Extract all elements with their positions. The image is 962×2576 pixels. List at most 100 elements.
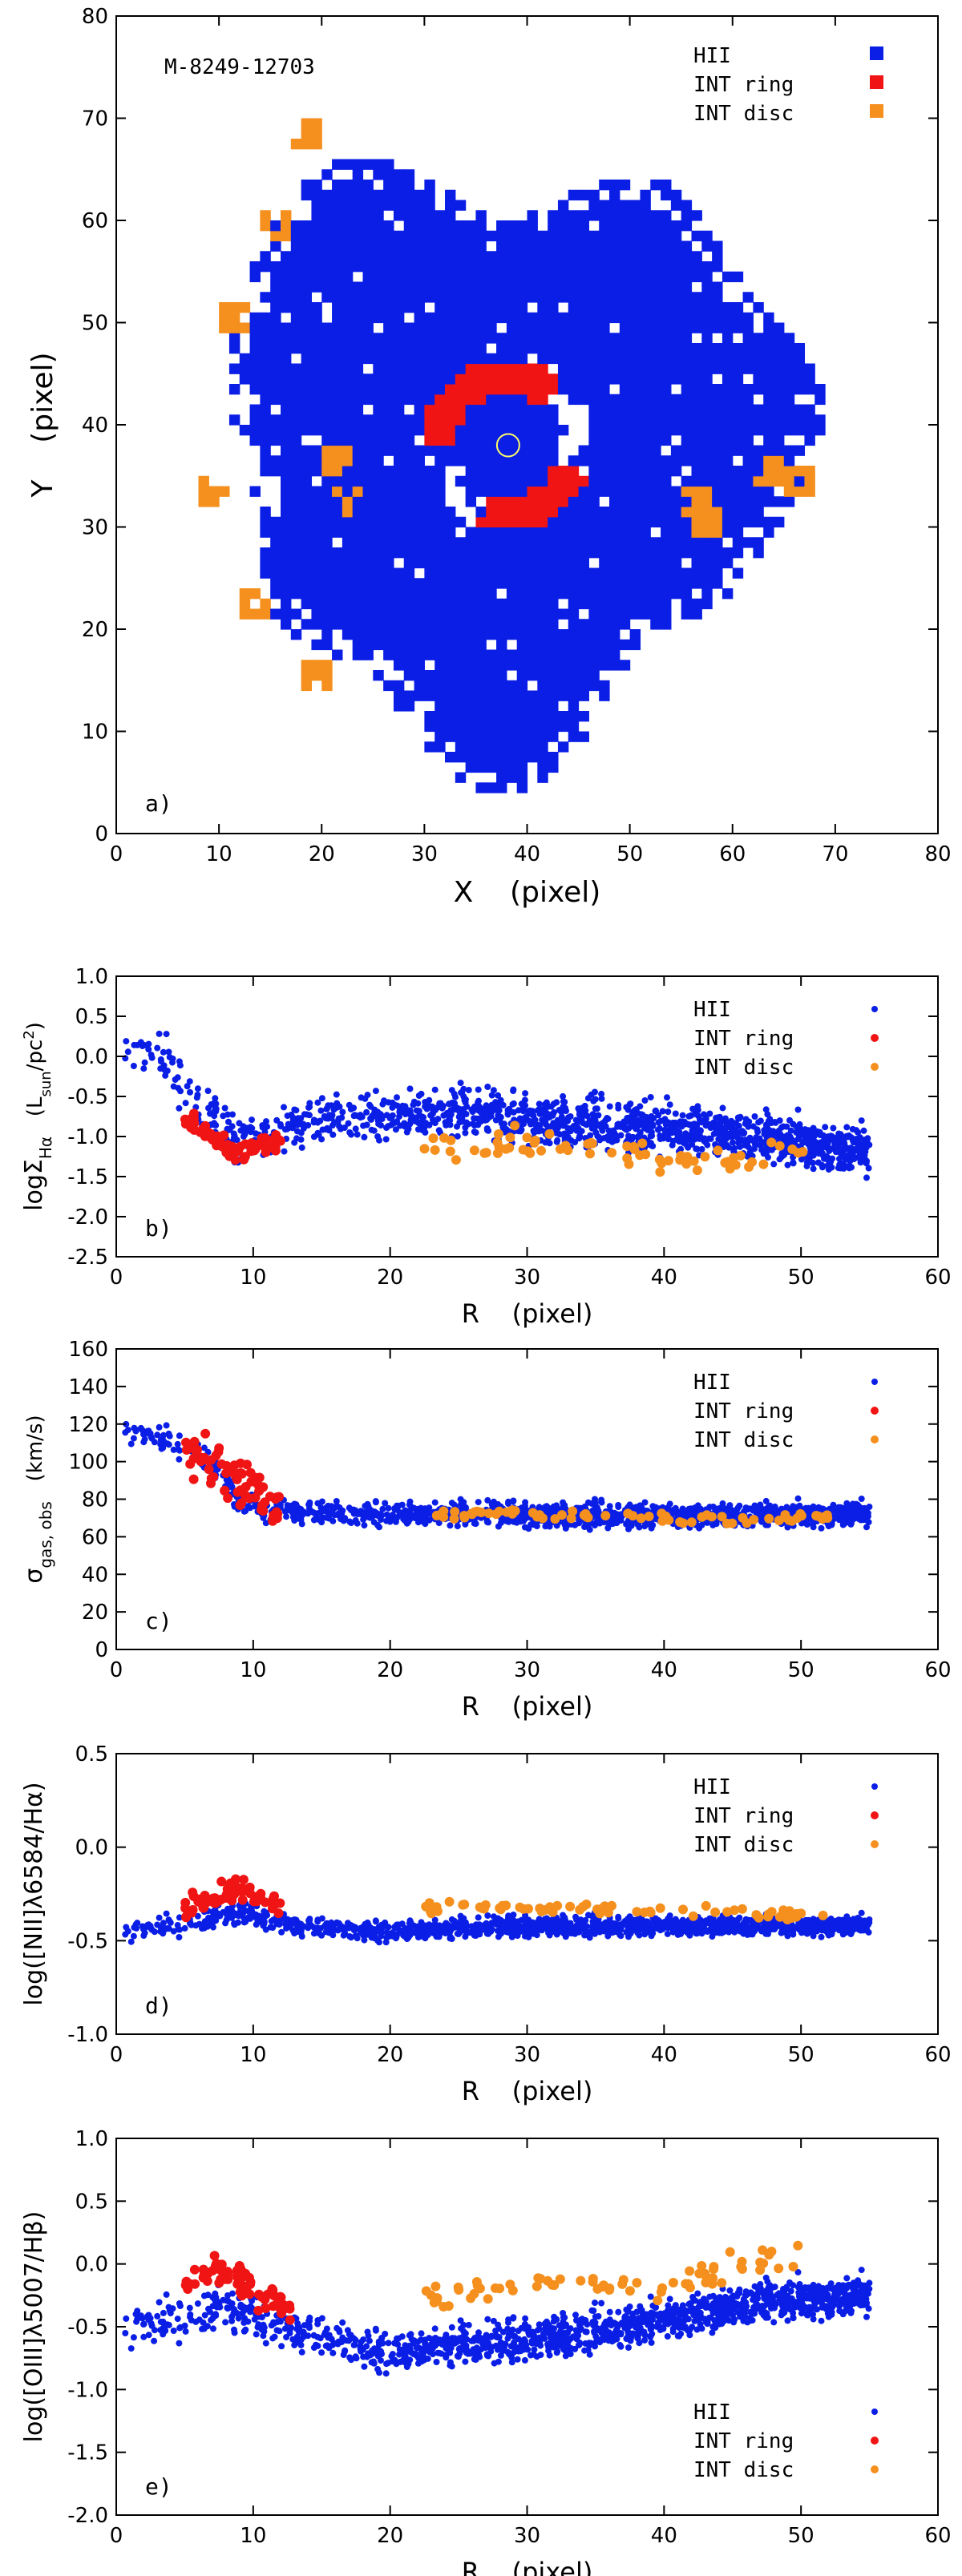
map-cell-hii <box>516 343 528 354</box>
map-cell-hii <box>599 292 610 303</box>
map-cell-hii <box>701 384 713 395</box>
point-hii <box>317 1107 325 1114</box>
map-cell-hii <box>383 578 394 589</box>
map-cell-hii <box>774 343 785 354</box>
map-cell-hii <box>650 578 661 589</box>
map-cell-hii <box>281 588 292 600</box>
map-cell-hii <box>260 333 271 344</box>
point-hii <box>156 1030 163 1037</box>
point-hii <box>730 1148 738 1155</box>
map-cell-hii <box>362 578 374 589</box>
map-cell-hii <box>445 261 456 273</box>
map-cell-hii <box>763 343 774 354</box>
map-cell-hii <box>332 649 343 660</box>
map-cell-hii <box>516 701 528 712</box>
map-cell-ring <box>475 363 487 374</box>
map-cell-hii <box>609 649 620 660</box>
map-cell-hii <box>403 434 415 446</box>
panel-label: b) <box>145 1215 172 1242</box>
map-cell-hii <box>290 425 302 436</box>
point-hii <box>305 1112 313 1119</box>
map-cell-hii <box>732 475 744 487</box>
map-cell-hii <box>362 343 374 354</box>
point-hii <box>249 1116 255 1124</box>
map-cell-hii <box>681 302 693 313</box>
map-cell-hii <box>670 373 682 385</box>
map-cell-hii <box>352 475 364 487</box>
point-hii <box>774 1129 781 1136</box>
map-cell-hii <box>732 384 744 395</box>
map-cell-hii <box>578 649 589 660</box>
map-cell-hii <box>557 670 569 681</box>
map-cell-hii <box>527 660 538 671</box>
map-cell-hii <box>681 261 693 273</box>
map-cell-hii <box>670 527 682 538</box>
map-cell-hii <box>465 670 477 681</box>
map-cell-hii <box>588 670 600 681</box>
map-cell-ring <box>465 384 477 395</box>
map-cell-hii <box>619 557 631 569</box>
point-hii <box>830 1134 837 1141</box>
map-cell-hii <box>568 639 580 651</box>
map-cell-hii <box>352 353 364 365</box>
map-cell-hii <box>619 466 631 477</box>
map-cell-hii <box>424 353 435 365</box>
map-cell-hii <box>311 210 322 221</box>
map-cell-hii <box>290 486 302 497</box>
map-cell-hii <box>609 598 620 610</box>
map-cell-hii <box>619 281 631 293</box>
map-cell-hii <box>691 547 702 559</box>
map-cell-hii <box>373 507 384 518</box>
map-cell-hii <box>475 752 487 763</box>
map-cell-hii <box>742 537 754 548</box>
map-cell-hii <box>496 701 507 712</box>
map-cell-hii <box>650 608 661 620</box>
map-cell-hii <box>321 394 333 406</box>
map-cell-hii <box>435 608 446 620</box>
map-cell-hii <box>414 394 425 406</box>
map-cell-hii <box>506 567 518 579</box>
map-cell-hii <box>650 312 661 324</box>
map-cell-hii <box>783 425 795 436</box>
x-tick-label: 50 <box>788 1266 814 1290</box>
map-cell-hii <box>301 414 313 426</box>
map-cell-hii <box>670 240 682 252</box>
map-cell-disc <box>332 455 343 466</box>
map-cell-hii <box>249 384 261 395</box>
point-int-disc <box>629 1145 640 1154</box>
map-cell-hii <box>455 516 467 528</box>
map-cell-hii <box>281 434 292 446</box>
point-hii <box>535 1121 542 1129</box>
y-tick-label: 70 <box>82 107 108 131</box>
map-cell-hii <box>681 425 693 436</box>
map-cell-hii <box>568 455 580 466</box>
point-hii <box>542 1112 549 1119</box>
map-cell-hii <box>506 445 518 456</box>
point-hii <box>209 1121 216 1129</box>
map-cell-hii <box>609 240 620 252</box>
map-cell-hii <box>270 281 281 293</box>
map-cell-hii <box>537 588 548 600</box>
map-cell-disc <box>794 466 806 477</box>
map-cell-hii <box>568 567 580 579</box>
map-cell-hii <box>537 466 548 477</box>
point-hii <box>659 1108 666 1115</box>
map-cell-hii <box>609 507 620 518</box>
map-cell-hii <box>321 547 333 559</box>
point-hii <box>379 1505 386 1512</box>
map-cell-hii <box>332 302 343 313</box>
point-hii <box>655 1119 662 1126</box>
map-cell-hii <box>557 721 569 733</box>
map-cell-hii <box>290 608 302 620</box>
map-cell-hii <box>475 281 487 293</box>
map-cell-hii <box>548 353 559 365</box>
map-cell-hii <box>548 752 559 763</box>
map-cell-hii <box>568 373 580 385</box>
map-cell-hii <box>352 394 364 406</box>
point-hii <box>689 1133 696 1141</box>
point-hii <box>291 1139 298 1146</box>
map-cell-hii <box>537 292 548 303</box>
map-cell-hii <box>383 353 394 365</box>
map-cell-hii <box>691 292 702 303</box>
map-cell-hii <box>486 660 497 671</box>
